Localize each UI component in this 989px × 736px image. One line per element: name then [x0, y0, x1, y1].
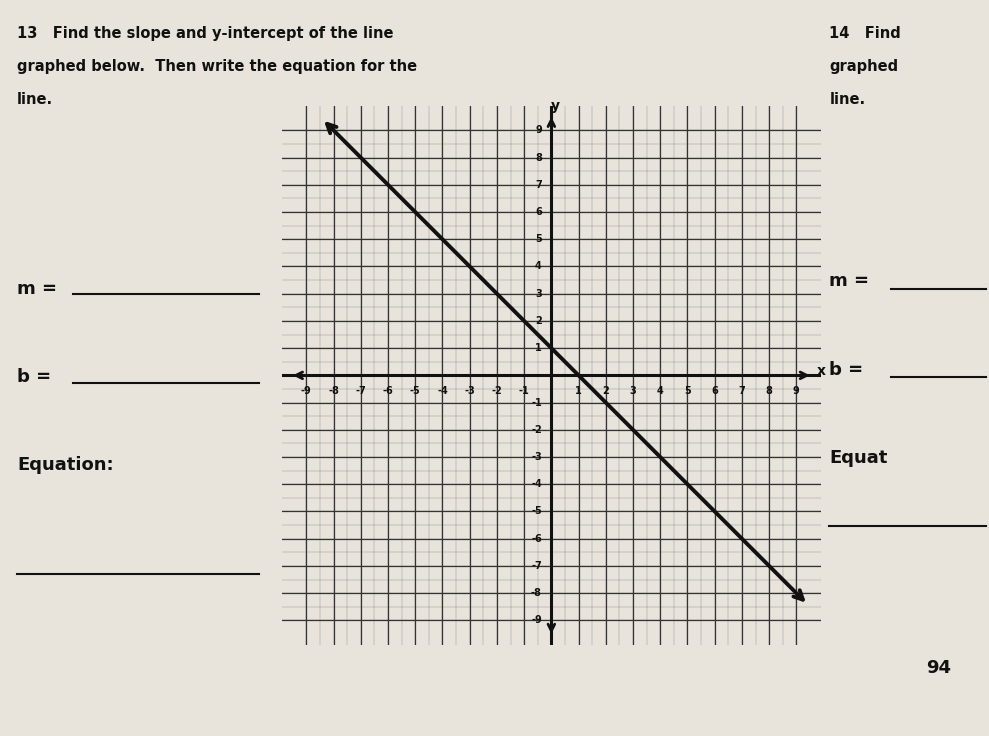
Text: m =: m = — [17, 280, 63, 297]
Text: 2: 2 — [602, 386, 609, 396]
Text: x: x — [817, 364, 826, 378]
Text: -8: -8 — [531, 588, 542, 598]
Text: -1: -1 — [519, 386, 529, 396]
Text: 7: 7 — [535, 180, 542, 190]
Text: 5: 5 — [684, 386, 691, 396]
Text: -4: -4 — [531, 479, 542, 489]
Text: line.: line. — [830, 92, 865, 107]
Text: y: y — [551, 99, 560, 113]
Text: Equation:: Equation: — [17, 456, 114, 474]
Text: -5: -5 — [409, 386, 420, 396]
Text: -5: -5 — [531, 506, 542, 517]
Text: 7: 7 — [739, 386, 746, 396]
Text: -8: -8 — [328, 386, 339, 396]
Text: -1: -1 — [531, 397, 542, 408]
Text: 1: 1 — [576, 386, 582, 396]
Text: -3: -3 — [464, 386, 475, 396]
Text: graphed: graphed — [830, 59, 898, 74]
Text: 2: 2 — [535, 316, 542, 326]
Text: line.: line. — [17, 92, 53, 107]
Text: b =: b = — [17, 368, 57, 386]
Text: b =: b = — [830, 361, 869, 378]
Text: -6: -6 — [383, 386, 394, 396]
Text: 4: 4 — [657, 386, 664, 396]
Text: 13   Find the slope and y-intercept of the line: 13 Find the slope and y-intercept of the… — [17, 26, 394, 40]
Text: -4: -4 — [437, 386, 448, 396]
Text: -6: -6 — [531, 534, 542, 544]
Text: 8: 8 — [535, 152, 542, 163]
Text: -7: -7 — [531, 561, 542, 571]
Text: 9: 9 — [535, 125, 542, 135]
Text: 14   Find: 14 Find — [830, 26, 901, 40]
Text: 5: 5 — [535, 234, 542, 244]
Text: 94: 94 — [926, 659, 951, 677]
Text: 1: 1 — [535, 343, 542, 353]
Text: 4: 4 — [535, 261, 542, 272]
Text: Equat: Equat — [830, 449, 888, 467]
Text: 9: 9 — [793, 386, 800, 396]
Text: 6: 6 — [711, 386, 718, 396]
Text: -2: -2 — [492, 386, 502, 396]
Text: 3: 3 — [630, 386, 636, 396]
Text: -9: -9 — [301, 386, 312, 396]
Text: -9: -9 — [531, 615, 542, 626]
Text: 8: 8 — [765, 386, 772, 396]
Text: -2: -2 — [531, 425, 542, 435]
Text: 6: 6 — [535, 207, 542, 217]
Text: graphed below.  Then write the equation for the: graphed below. Then write the equation f… — [17, 59, 417, 74]
Text: m =: m = — [830, 272, 875, 290]
Text: 3: 3 — [535, 289, 542, 299]
Text: -3: -3 — [531, 452, 542, 462]
Text: -7: -7 — [355, 386, 366, 396]
